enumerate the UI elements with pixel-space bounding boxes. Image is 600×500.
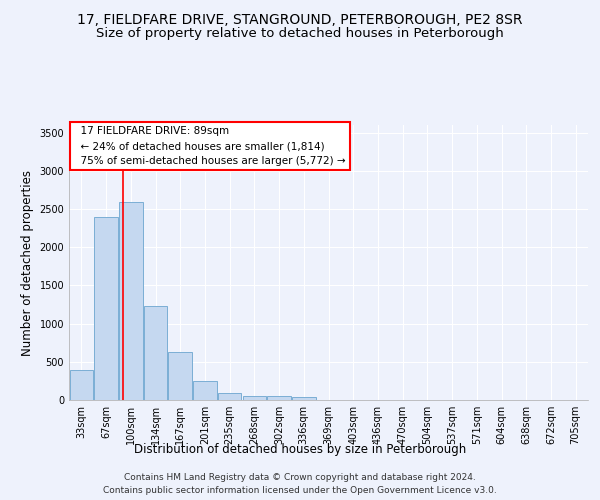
Bar (268, 396, 291, 400)
Text: Contains HM Land Registry data © Crown copyright and database right 2024.
Contai: Contains HM Land Registry data © Crown c… (103, 474, 497, 495)
Text: Size of property relative to detached houses in Peterborough: Size of property relative to detached ho… (96, 28, 504, 40)
Text: 17, FIELDFARE DRIVE, STANGROUND, PETERBOROUGH, PE2 8SR: 17, FIELDFARE DRIVE, STANGROUND, PETERBO… (77, 12, 523, 26)
Bar (70, 370, 93, 400)
Bar (144, 306, 167, 400)
Bar (292, 397, 316, 400)
Text: 17 FIELDFARE DRIVE: 89sqm
  ← 24% of detached houses are smaller (1,814)
  75% o: 17 FIELDFARE DRIVE: 89sqm ← 24% of detac… (74, 126, 346, 166)
Text: Distribution of detached houses by size in Peterborough: Distribution of detached houses by size … (134, 442, 466, 456)
Bar (242, 396, 266, 400)
Bar (94, 216, 118, 400)
Bar (169, 352, 192, 400)
Bar (119, 202, 143, 400)
Y-axis label: Number of detached properties: Number of detached properties (21, 170, 34, 356)
Bar (218, 393, 241, 400)
Bar (193, 381, 217, 400)
